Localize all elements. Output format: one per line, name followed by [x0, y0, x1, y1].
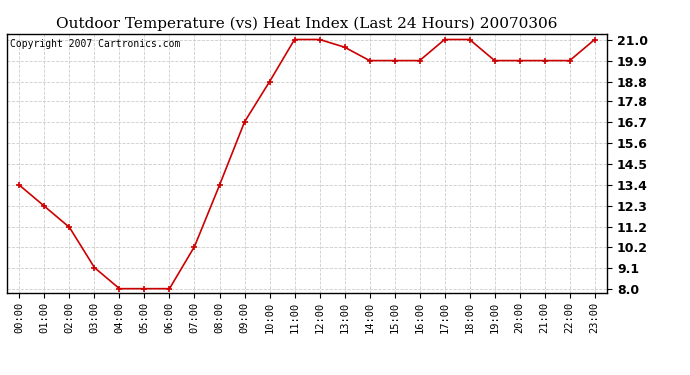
- Title: Outdoor Temperature (vs) Heat Index (Last 24 Hours) 20070306: Outdoor Temperature (vs) Heat Index (Las…: [57, 17, 558, 31]
- Text: Copyright 2007 Cartronics.com: Copyright 2007 Cartronics.com: [10, 39, 180, 49]
